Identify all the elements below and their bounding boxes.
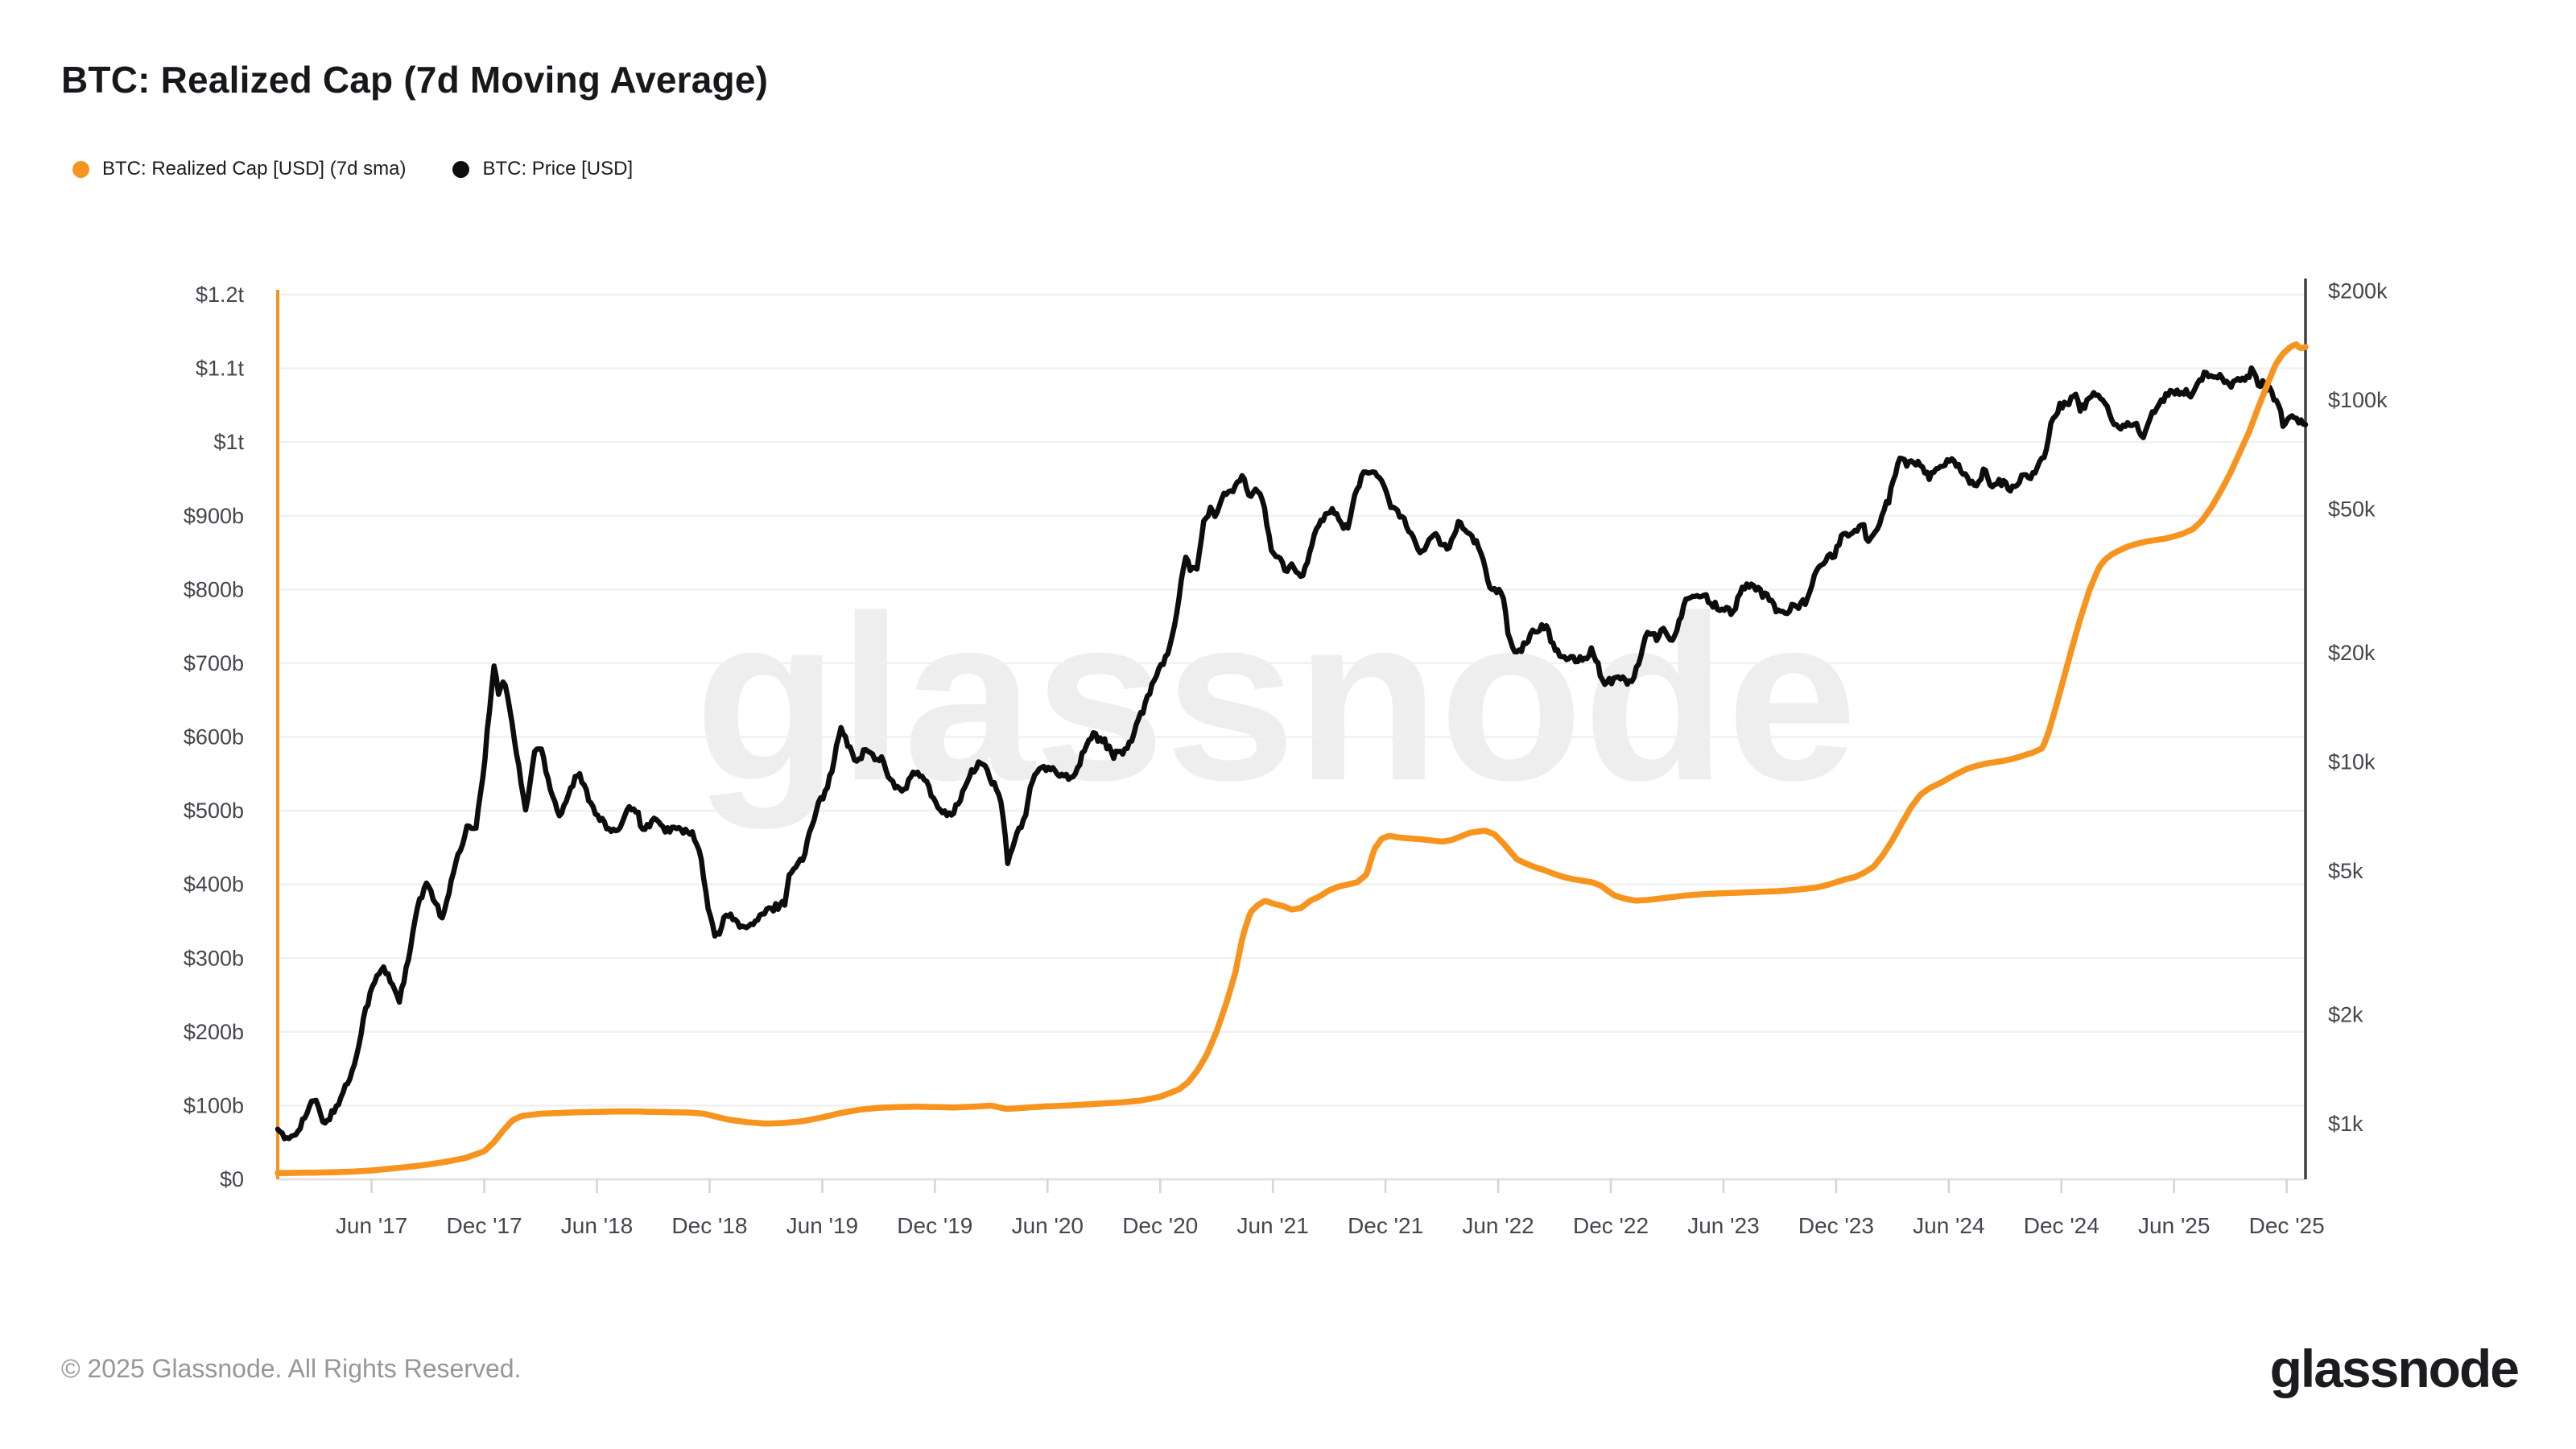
x-axis-label: Dec '19 xyxy=(897,1213,972,1238)
x-axis-label: Dec '18 xyxy=(671,1213,747,1238)
y-axis-left-label: $400b xyxy=(184,873,244,897)
y-axis-right-label: $200k xyxy=(2328,279,2388,303)
gridlines xyxy=(278,293,2306,1107)
y-axis-left-label: $900b xyxy=(184,504,244,528)
series-layer xyxy=(275,341,2309,1176)
y-axis-left-label: $300b xyxy=(184,946,244,970)
page-title: BTC: Realized Cap (7d Moving Average) xyxy=(61,59,769,101)
copyright-text: © 2025 Glassnode. All Rights Reserved. xyxy=(61,1354,522,1383)
x-axis-label: Dec '20 xyxy=(1122,1213,1198,1238)
x-axis-ticks xyxy=(370,1179,2288,1193)
x-axis-labels: Jun '17 Dec '17 Jun '18 Dec '18 Jun '19 Dec '… xyxy=(336,1213,2325,1238)
x-axis-label: Jun '19 xyxy=(786,1213,858,1238)
y-axis-left-label: $1.1t xyxy=(196,357,245,381)
x-axis-label: Jun '22 xyxy=(1462,1213,1534,1238)
y-axis-left-label: $100b xyxy=(184,1093,244,1117)
x-axis-label: Jun '21 xyxy=(1236,1213,1308,1238)
x-axis-label: Dec '22 xyxy=(1573,1213,1649,1238)
series-price-line xyxy=(275,365,2309,1141)
y-axis-right-label: $20k xyxy=(2328,641,2376,665)
y-axis-right-label: $100k xyxy=(2328,388,2388,412)
x-axis-label: Jun '24 xyxy=(1913,1213,1984,1238)
x-axis-label: Jun '17 xyxy=(336,1213,407,1238)
x-axis-label: Jun '23 xyxy=(1687,1213,1759,1238)
x-axis-label: Jun '18 xyxy=(561,1213,633,1238)
legend-dot-icon xyxy=(452,160,470,178)
y-axis-right-label: $10k xyxy=(2328,750,2376,774)
y-axis-right-label: $5k xyxy=(2328,859,2363,883)
x-axis-label: Dec '25 xyxy=(2249,1213,2325,1238)
x-axis-label: Jun '25 xyxy=(2138,1213,2210,1238)
y-axis-left-label: $0 xyxy=(220,1167,244,1191)
x-axis-label: Jun '20 xyxy=(1012,1213,1084,1238)
y-axis-right-label: $2k xyxy=(2328,1003,2363,1027)
y-axis-left-label: $1.2t xyxy=(196,283,245,307)
y-axis-right-label: $50k xyxy=(2328,497,2376,521)
y-axis-right-label: $1k xyxy=(2328,1112,2363,1136)
y-axis-left-label: $600b xyxy=(184,725,244,749)
y-axis-left-label: $500b xyxy=(184,799,244,823)
legend-dot-icon xyxy=(72,160,89,178)
legend-item-price[interactable]: BTC: Price [USD] xyxy=(452,158,633,180)
legend-item-label: BTC: Realized Cap [USD] (7d sma) xyxy=(102,158,407,180)
y-axis-right-labels: $1k $2k $5k $10k $20k $50k $100k $200k xyxy=(2328,279,2388,1136)
y-axis-left-label: $200b xyxy=(184,1020,244,1044)
series-realized-cap-line xyxy=(275,341,2309,1176)
glassnode-watermark: glassnode xyxy=(695,567,1857,831)
y-axis-left-labels: $0 $100b $200b $300b $400b $500b $600b $700b $80… xyxy=(184,283,245,1191)
x-axis-label: Dec '21 xyxy=(1348,1213,1423,1238)
x-axis-label: Dec '17 xyxy=(447,1213,522,1238)
y-axis-left-label: $1t xyxy=(213,430,244,454)
x-axis-label: Dec '23 xyxy=(1798,1213,1874,1238)
legend: BTC: Realized Cap [USD] (7d sma) BTC: Pri… xyxy=(72,158,633,180)
y-axis-left-label: $700b xyxy=(184,651,244,675)
x-axis-label: Dec '24 xyxy=(2024,1213,2099,1238)
y-axis-left-label: $800b xyxy=(184,577,244,601)
legend-item-label: BTC: Price [USD] xyxy=(482,158,634,180)
legend-item-realized-cap[interactable]: BTC: Realized Cap [USD] (7d sma) xyxy=(72,158,406,180)
glassnode-logo: glassnode xyxy=(2269,1339,2520,1398)
